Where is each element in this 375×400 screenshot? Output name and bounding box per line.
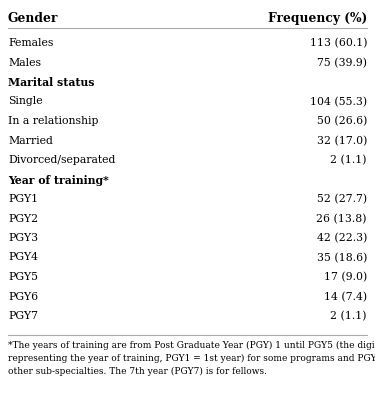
Text: representing the year of training, PGY1 = 1st year) for some programs and PGY6 f: representing the year of training, PGY1 … <box>8 354 375 363</box>
Text: 14 (7.4): 14 (7.4) <box>324 292 367 302</box>
Text: Married: Married <box>8 136 53 146</box>
Text: PGY6: PGY6 <box>8 292 38 302</box>
Text: other sub-specialties. The 7th year (PGY7) is for fellows.: other sub-specialties. The 7th year (PGY… <box>8 367 267 376</box>
Text: 50 (26.6): 50 (26.6) <box>316 116 367 126</box>
Text: PGY3: PGY3 <box>8 233 38 243</box>
Text: Single: Single <box>8 96 43 106</box>
Text: 17 (9.0): 17 (9.0) <box>324 272 367 282</box>
Text: 32 (17.0): 32 (17.0) <box>316 136 367 146</box>
Text: Divorced/separated: Divorced/separated <box>8 155 115 165</box>
Text: 2 (1.1): 2 (1.1) <box>330 311 367 321</box>
Text: PGY5: PGY5 <box>8 272 38 282</box>
Text: PGY4: PGY4 <box>8 252 38 262</box>
Text: Year of training*: Year of training* <box>8 174 109 186</box>
Text: 2 (1.1): 2 (1.1) <box>330 155 367 165</box>
Text: PGY1: PGY1 <box>8 194 38 204</box>
Text: Males: Males <box>8 58 41 68</box>
Text: 75 (39.9): 75 (39.9) <box>317 58 367 68</box>
Text: Frequency (%): Frequency (%) <box>268 12 367 25</box>
Text: PGY2: PGY2 <box>8 214 38 224</box>
Text: 26 (13.8): 26 (13.8) <box>316 214 367 224</box>
Text: PGY7: PGY7 <box>8 311 38 321</box>
Text: 113 (60.1): 113 (60.1) <box>309 38 367 48</box>
Text: *The years of training are from Post Graduate Year (PGY) 1 until PGY5 (the digit: *The years of training are from Post Gra… <box>8 341 375 350</box>
Text: In a relationship: In a relationship <box>8 116 99 126</box>
Text: 104 (55.3): 104 (55.3) <box>310 96 367 107</box>
Text: Females: Females <box>8 38 53 48</box>
Text: Gender: Gender <box>8 12 58 25</box>
Text: 35 (18.6): 35 (18.6) <box>316 252 367 263</box>
Text: 52 (27.7): 52 (27.7) <box>317 194 367 204</box>
Text: 42 (22.3): 42 (22.3) <box>316 233 367 243</box>
Text: Marital status: Marital status <box>8 77 94 88</box>
